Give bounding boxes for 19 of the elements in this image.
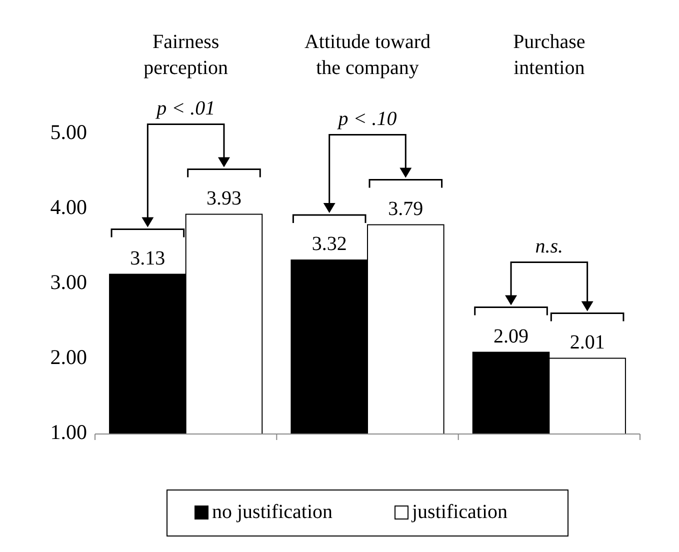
legend-label: justification (411, 501, 508, 523)
data-label: 3.13 (130, 247, 166, 270)
annotation: n.s. (535, 235, 564, 258)
data-label: 2.01 (570, 331, 605, 354)
data-label: 3.79 (388, 198, 424, 220)
x-tick-label: Fairness perception (144, 31, 228, 79)
data-label: 3.32 (312, 233, 347, 255)
y-tick-label: 2.00 (50, 344, 87, 369)
y-tick-label: 1.00 (50, 420, 87, 444)
legend-label: no justification (212, 501, 333, 523)
x-tick-label: Purchase intention (513, 31, 586, 79)
data-label: 2.09 (494, 325, 529, 348)
x-tick-label: Attitude toward the company (304, 31, 431, 79)
text: p < .01 (154, 97, 216, 120)
y-tick-label: 3.00 (50, 270, 87, 294)
y-tick-label: 4.00 (50, 194, 87, 219)
text: p < .10 (336, 108, 397, 130)
y-tick-label: 5.00 (50, 120, 87, 144)
data-label: 3.93 (206, 187, 242, 210)
